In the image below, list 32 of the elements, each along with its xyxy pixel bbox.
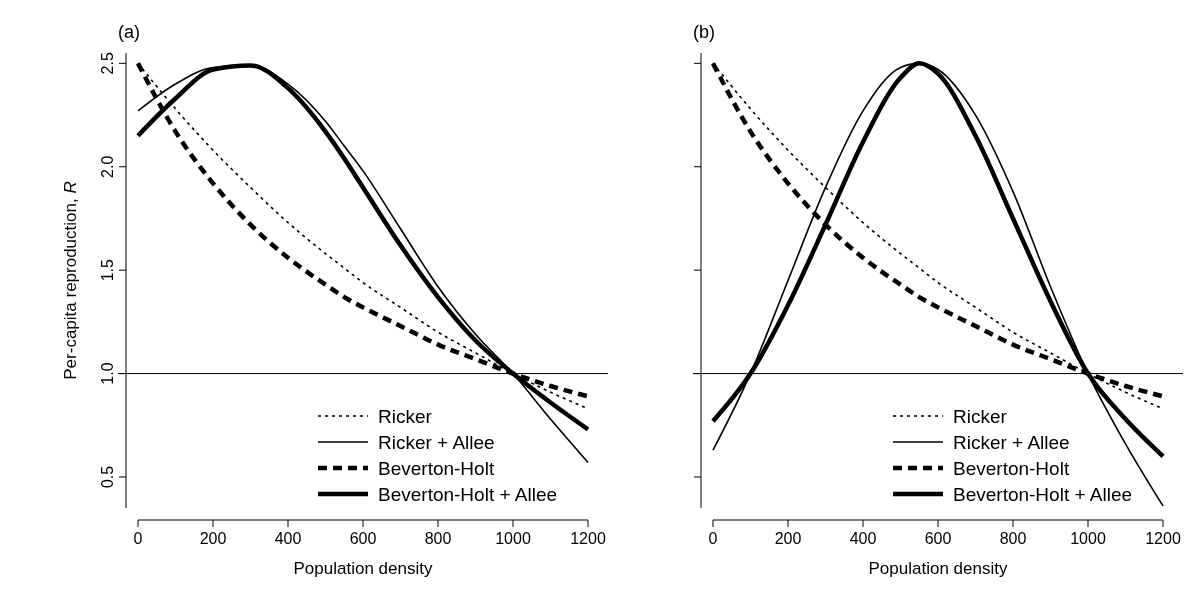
x-tick-label: 600 <box>349 530 377 547</box>
x-tick-label: 600 <box>924 530 952 547</box>
legend-label: Beverton-Holt <box>378 458 495 479</box>
y-axis-title: Per-capita reproduction, R <box>61 181 80 380</box>
x-tick-label: 1000 <box>1070 530 1106 547</box>
y-tick-label: 2.5 <box>99 52 116 75</box>
x-tick-label: 1000 <box>495 530 531 547</box>
legend-label: Ricker + Allee <box>953 432 1070 453</box>
x-tick-label: 0 <box>133 530 143 547</box>
legend-label: Ricker <box>953 406 1008 427</box>
x-tick-label: 200 <box>199 530 227 547</box>
x-tick-label: 800 <box>999 530 1027 547</box>
x-tick-label: 400 <box>274 530 302 547</box>
legend-label: Beverton-Holt + Allee <box>953 484 1133 505</box>
legend-label: Beverton-Holt + Allee <box>378 484 558 505</box>
x-tick-label: 0 <box>708 530 718 547</box>
chart-title: (a) <box>118 22 140 42</box>
chart-title: (b) <box>693 22 715 42</box>
legend-label: Ricker + Allee <box>378 432 495 453</box>
x-tick-label: 1200 <box>1145 530 1181 547</box>
y-tick-label: 2.0 <box>99 155 116 178</box>
x-tick-label: 800 <box>424 530 452 547</box>
y-tick-label: 0.5 <box>99 465 116 489</box>
x-tick-label: 400 <box>849 530 877 547</box>
y-tick-label: 1.5 <box>99 258 116 282</box>
y-tick-label: 1.0 <box>99 362 116 385</box>
x-axis-title: Population density <box>868 559 1008 578</box>
x-tick-label: 200 <box>774 530 802 547</box>
x-axis-title: Population density <box>293 559 433 578</box>
x-tick-label: 1200 <box>570 530 606 547</box>
legend-label: Beverton-Holt <box>953 458 1070 479</box>
legend-label: Ricker <box>378 406 433 427</box>
